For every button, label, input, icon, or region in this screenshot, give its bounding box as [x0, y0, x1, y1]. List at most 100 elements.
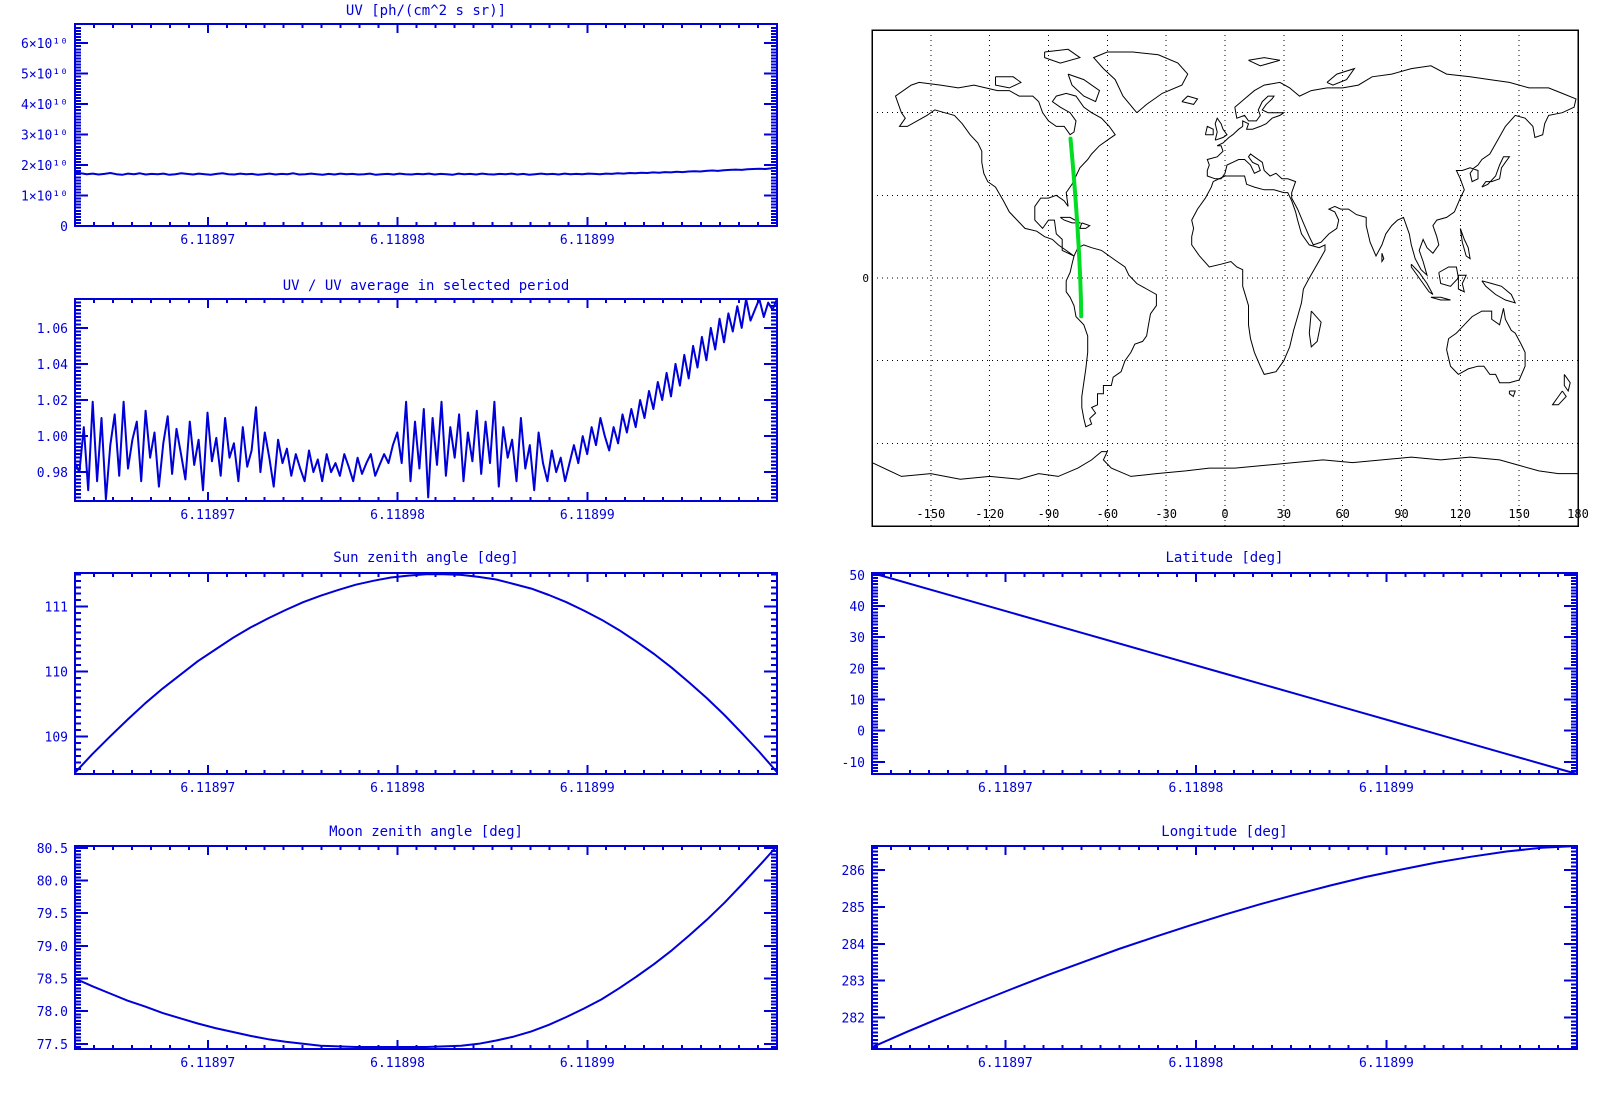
y-tick-label: 1.00	[37, 430, 68, 445]
map-lon-label: 30	[1277, 507, 1291, 521]
data-line-uv_ratio	[74, 298, 778, 501]
y-tick-label: 10	[849, 694, 865, 709]
y-tick-label: 0	[857, 725, 865, 740]
y-tick-label: 110	[45, 666, 68, 681]
map-lon-label: 120	[1449, 507, 1471, 521]
map-lon-label: -150	[916, 507, 945, 521]
y-tick-label: 6×10¹⁰	[21, 37, 68, 52]
coastline-new-guinea	[1481, 280, 1517, 304]
map-lon-label: -30	[1155, 507, 1177, 521]
x-tick-label: 6.11897	[180, 508, 235, 523]
axes	[74, 845, 778, 1050]
coastline-antarctica	[871, 451, 1578, 480]
y-tick-label: 30	[849, 631, 865, 646]
tick-marks	[872, 573, 1577, 774]
map-lon-label: 180	[1567, 507, 1589, 521]
coastline-philippines	[1459, 228, 1471, 260]
map-lon-label: 60	[1335, 507, 1349, 521]
tick-marks	[75, 846, 777, 1049]
coastline-hispaniola	[1079, 222, 1091, 229]
x-tick-label: 6.11899	[560, 233, 615, 248]
y-tick-label: 0	[60, 220, 68, 235]
coastline-ellesmere	[1044, 48, 1082, 64]
y-tick-label: 40	[849, 600, 865, 615]
y-tick-label: 284	[842, 938, 866, 953]
coastline-java	[1430, 296, 1451, 301]
tick-marks	[75, 299, 777, 501]
coastline-greenland	[1092, 51, 1189, 114]
coastline-eurasia	[1206, 65, 1577, 277]
map-lon-label: 0	[1221, 507, 1228, 521]
map-lon-label: -120	[975, 507, 1004, 521]
x-tick-label: 6.11898	[370, 1056, 425, 1071]
x-tick-label: 6.11898	[1169, 781, 1224, 796]
coastline-australia	[1446, 308, 1526, 384]
coastline-ireland	[1204, 125, 1214, 136]
coastline-borneo	[1438, 266, 1459, 287]
y-tick-label: 1.04	[37, 358, 68, 373]
map-lon-label: 90	[1394, 507, 1408, 521]
x-tick-label: 6.11899	[1359, 781, 1414, 796]
y-tick-label: 5×10¹⁰	[21, 68, 68, 83]
coastline-tasmania	[1508, 390, 1516, 398]
y-tick-label: 1.06	[37, 322, 68, 337]
y-tick-label: 79.0	[37, 940, 68, 955]
x-tick-label: 6.11898	[1169, 1056, 1224, 1071]
coastline-iceland	[1181, 95, 1199, 105]
x-tick-label: 6.11899	[560, 781, 615, 796]
map-coastlines	[871, 48, 1578, 480]
x-tick-label: 6.11897	[978, 1056, 1033, 1071]
y-tick-label: 50	[849, 569, 865, 584]
y-tick-label: 80.0	[37, 875, 68, 890]
tick-marks	[75, 24, 777, 227]
tick-marks	[872, 846, 1577, 1049]
map-lon-label: 150	[1508, 507, 1530, 521]
y-tick-label: 1×10¹⁰	[21, 190, 68, 205]
map-lon-label: -90	[1038, 507, 1060, 521]
y-tick-label: 4×10¹⁰	[21, 98, 68, 113]
coastline-japan	[1481, 156, 1511, 188]
data-line-moon_zenith	[74, 845, 778, 1048]
coastline-victoria-island	[995, 76, 1022, 89]
map-lon-label: -60	[1096, 507, 1118, 521]
x-tick-label: 6.11898	[370, 781, 425, 796]
ground-track-line	[1068, 136, 1084, 319]
axes	[871, 572, 1578, 775]
coastline-uk	[1214, 117, 1228, 141]
moon-zenith-plot-title: Moon zenith angle [deg]	[329, 824, 523, 840]
y-tick-label: 1.02	[37, 394, 68, 409]
coastline-south-america	[1065, 244, 1157, 428]
coastline-nz-south	[1551, 390, 1567, 406]
y-tick-label: 78.5	[37, 973, 68, 988]
x-tick-label: 6.11897	[978, 781, 1033, 796]
y-tick-label: -10	[842, 756, 865, 771]
coastline-baffin	[1067, 73, 1101, 103]
x-tick-label: 6.11898	[370, 508, 425, 523]
x-tick-label: 6.11897	[180, 233, 235, 248]
y-tick-label: 282	[842, 1012, 865, 1027]
data-line-latitude	[871, 572, 1578, 775]
coastline-svalbard	[1248, 57, 1281, 67]
y-tick-label: 109	[45, 730, 68, 745]
y-tick-label: 0.98	[37, 466, 68, 481]
y-tick-label: 80.5	[37, 842, 68, 857]
coastline-india-sri-lanka	[1381, 253, 1385, 264]
uv-plot-title: UV [ph/(cm^2 s sr)]	[345, 3, 507, 19]
sun-zenith-plot-title: Sun zenith angle [deg]	[333, 550, 519, 566]
y-tick-label: 283	[842, 975, 865, 990]
y-tick-label: 78.0	[37, 1005, 68, 1020]
map-lat-label: 0	[862, 272, 869, 285]
x-tick-label: 6.11899	[1359, 1056, 1414, 1071]
map-graticule	[872, 30, 1578, 526]
x-tick-label: 6.11897	[180, 781, 235, 796]
x-tick-label: 6.11899	[560, 508, 615, 523]
coastline-africa	[1191, 175, 1326, 375]
uv-ratio-plot-title: UV / UV average in selected period	[282, 278, 570, 294]
y-tick-label: 20	[849, 662, 865, 677]
